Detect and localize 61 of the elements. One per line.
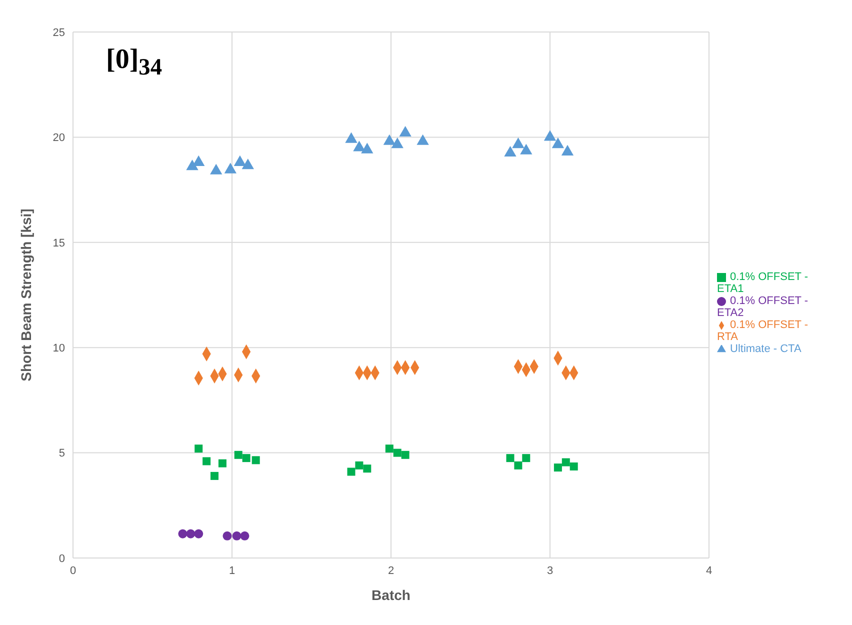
y-axis-title: Short Beam Strength [ksi] [18,208,34,382]
point [401,450,410,459]
point [506,454,514,462]
point [416,134,429,145]
point [194,444,203,453]
legend-label: 0.1% OFFSET - RTA [717,319,808,343]
point [192,155,205,166]
point [222,531,232,540]
point [240,531,250,540]
point [570,462,578,470]
y-tick-label: 5 [58,448,65,460]
point [224,162,236,174]
point [512,138,524,148]
y-tick-label: 0 [58,552,65,565]
point [399,126,412,136]
point [194,529,204,538]
point [561,144,574,156]
point [383,134,396,145]
point [232,531,242,540]
legend-label: 0.1% OFFSET - ETA1 [717,271,808,295]
point [504,146,516,156]
y-tick-label: 10 [52,342,65,355]
point [218,459,226,468]
point [522,454,530,462]
x-tick-label: 1 [228,564,236,577]
point [544,130,556,141]
point [234,155,246,166]
point [178,529,188,538]
point [355,461,364,470]
point [363,464,372,473]
point [562,458,570,466]
point [345,132,358,143]
x-tick-label: 4 [706,564,712,577]
point [393,448,402,457]
legend-label: 0.1% OFFSET - ETA2 [717,295,808,319]
point [514,461,522,470]
point [210,472,219,480]
point [186,529,196,538]
point [242,158,254,170]
y-tick-label: 20 [52,132,65,144]
point [202,457,211,466]
y-tick-label: 25 [52,26,65,39]
x-axis-title: Batch [372,587,410,603]
point [234,450,242,459]
point [391,138,404,148]
point [554,464,562,472]
legend-label: Ultimate - CTA [730,343,802,355]
x-tick-label: 3 [546,564,554,577]
point [552,138,564,148]
y-tick-label: 15 [52,237,65,250]
point [361,142,374,154]
point [520,144,532,154]
point [353,140,366,152]
x-tick-label: 2 [388,564,394,577]
point [242,454,250,462]
x-tick-label: 0 [70,564,76,577]
text: [0]$_{34}$ [106,44,162,82]
point [385,444,394,453]
point [347,468,356,476]
point [252,456,260,464]
point [210,164,222,174]
